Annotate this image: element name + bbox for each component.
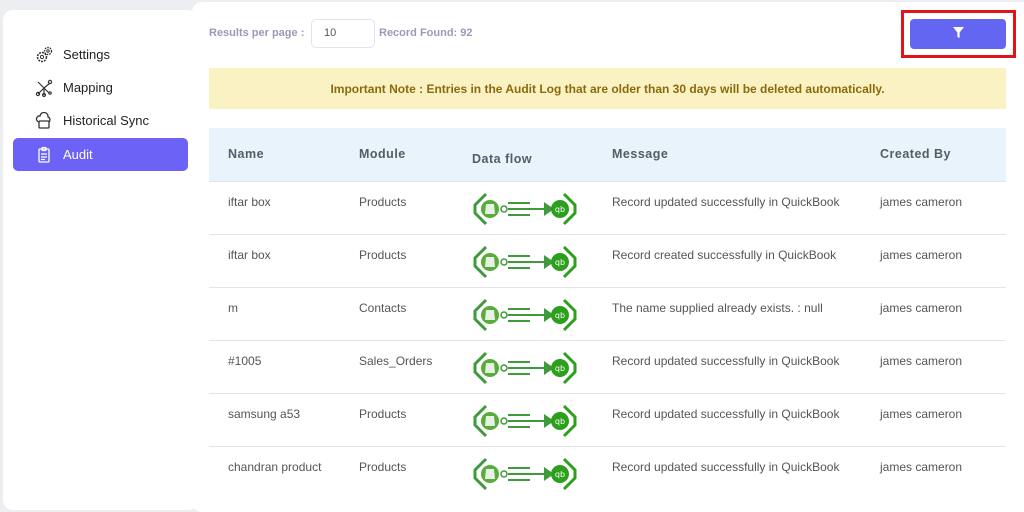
cell-data-flow: qb bbox=[472, 392, 612, 446]
svg-text:qb: qb bbox=[555, 311, 565, 320]
cell-name: iftar box bbox=[209, 180, 359, 234]
table-row: #1005 Sales_Orders qb Record updated suc… bbox=[209, 339, 1006, 393]
table-row: samsung a53 Products qb Record updated s… bbox=[209, 392, 1006, 446]
cell-data-flow: qb bbox=[472, 445, 612, 499]
highlight-box bbox=[901, 10, 1016, 58]
sidebar-item-audit[interactable]: Audit bbox=[13, 138, 188, 171]
table-row: iftar box Products qb Record updated suc… bbox=[209, 180, 1006, 234]
shopify-to-quickbooks-flow-icon: qb bbox=[472, 351, 578, 389]
header-message[interactable]: Message bbox=[612, 128, 880, 181]
table-row: iftar box Products qb Record created suc… bbox=[209, 233, 1006, 287]
cell-created-by: james cameron bbox=[880, 286, 1006, 340]
cell-module: Sales_Orders bbox=[359, 339, 472, 393]
clipboard-icon bbox=[35, 146, 53, 164]
cell-message: The name supplied already exists. : null bbox=[612, 286, 880, 340]
svg-text:qb: qb bbox=[555, 258, 565, 267]
important-note-banner: Important Note : Entries in the Audit Lo… bbox=[209, 68, 1006, 109]
cell-name: samsung a53 bbox=[209, 392, 359, 446]
filter-icon bbox=[952, 25, 964, 43]
sidebar-item-settings[interactable]: Settings bbox=[13, 38, 188, 71]
cell-message: Record updated successfully in QuickBook bbox=[612, 392, 880, 446]
cell-created-by: james cameron bbox=[880, 392, 1006, 446]
table-header-row: Name Module Data flow Message Created By bbox=[209, 128, 1006, 181]
gear-icon bbox=[35, 46, 53, 64]
sidebar-item-label: Audit bbox=[63, 147, 93, 162]
cell-message: Record updated successfully in QuickBook bbox=[612, 339, 880, 393]
table-row: m Contacts qb The name supplied already … bbox=[209, 286, 1006, 340]
header-data-flow[interactable]: Data flow bbox=[472, 128, 612, 181]
cell-data-flow: qb bbox=[472, 180, 612, 234]
shopify-to-quickbooks-flow-icon: qb bbox=[472, 192, 578, 230]
cell-module: Products bbox=[359, 180, 472, 234]
sidebar-item-historical-sync[interactable]: Historical Sync bbox=[13, 104, 188, 137]
cell-message: Record created successfully in QuickBook bbox=[612, 233, 880, 287]
svg-text:qb: qb bbox=[555, 205, 565, 214]
results-per-page-label: Results per page : bbox=[209, 27, 305, 39]
cell-created-by: james cameron bbox=[880, 180, 1006, 234]
results-per-page-input[interactable]: 10 bbox=[311, 19, 375, 48]
sidebar-item-label: Settings bbox=[63, 47, 110, 62]
cell-name: m bbox=[209, 286, 359, 340]
cell-module: Products bbox=[359, 392, 472, 446]
cell-name: #1005 bbox=[209, 339, 359, 393]
sidebar: Settings Mapping Historical Sync Audit bbox=[3, 10, 198, 510]
table-row: chandran product Products qb Record upda… bbox=[209, 445, 1006, 499]
shopify-to-quickbooks-flow-icon: qb bbox=[472, 298, 578, 336]
filter-button[interactable] bbox=[910, 19, 1006, 49]
cell-module: Contacts bbox=[359, 286, 472, 340]
sidebar-item-label: Historical Sync bbox=[63, 113, 149, 128]
cell-created-by: james cameron bbox=[880, 339, 1006, 393]
svg-text:qb: qb bbox=[555, 364, 565, 373]
cell-created-by: james cameron bbox=[880, 445, 1006, 499]
cell-data-flow: qb bbox=[472, 339, 612, 393]
cell-name: iftar box bbox=[209, 233, 359, 287]
audit-panel: Results per page : 10 Record Found: 92 I… bbox=[192, 2, 1024, 512]
cell-name: chandran product bbox=[209, 445, 359, 499]
cell-module: Products bbox=[359, 445, 472, 499]
header-created-by[interactable]: Created By bbox=[880, 128, 1006, 181]
shopify-to-quickbooks-flow-icon: qb bbox=[472, 245, 578, 283]
cell-data-flow: qb bbox=[472, 286, 612, 340]
network-icon bbox=[35, 79, 53, 97]
cell-module: Products bbox=[359, 233, 472, 287]
cell-data-flow: qb bbox=[472, 233, 612, 287]
header-module[interactable]: Module bbox=[359, 128, 472, 181]
sidebar-item-label: Mapping bbox=[63, 80, 113, 95]
audit-table: Name Module Data flow Message Created By… bbox=[209, 128, 1006, 499]
cell-message: Record updated successfully in QuickBook bbox=[612, 445, 880, 499]
cell-created-by: james cameron bbox=[880, 233, 1006, 287]
svg-text:qb: qb bbox=[555, 417, 565, 426]
sidebar-item-mapping[interactable]: Mapping bbox=[13, 71, 188, 104]
cloud-sync-icon bbox=[35, 111, 53, 130]
shopify-to-quickbooks-flow-icon: qb bbox=[472, 457, 578, 495]
record-found-count: Record Found: 92 bbox=[379, 27, 473, 39]
cell-message: Record updated successfully in QuickBook bbox=[612, 180, 880, 234]
shopify-to-quickbooks-flow-icon: qb bbox=[472, 404, 578, 442]
header-name[interactable]: Name bbox=[209, 128, 359, 181]
svg-text:qb: qb bbox=[555, 470, 565, 479]
